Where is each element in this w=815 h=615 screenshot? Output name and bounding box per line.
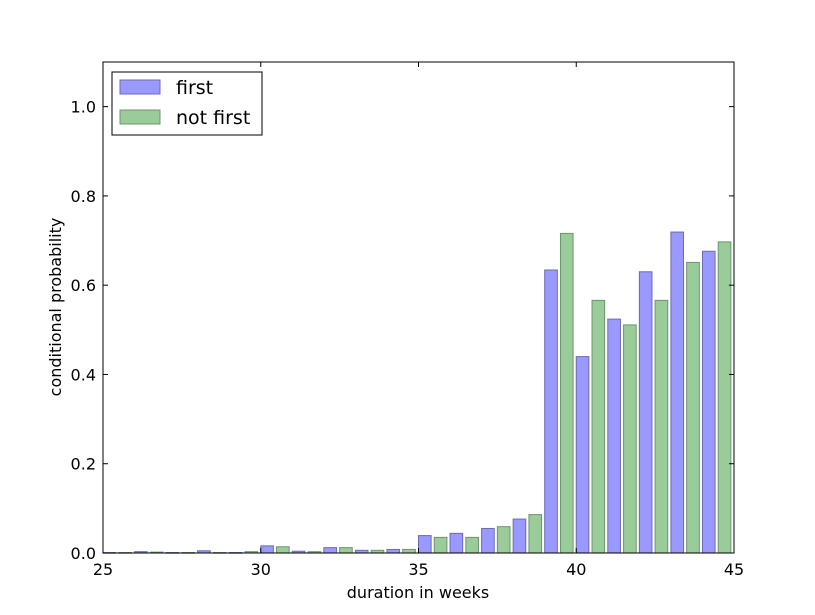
bar-first (575, 356, 590, 554)
bar-first (638, 271, 653, 554)
bar-first (607, 318, 621, 554)
y-tick-label: 0.8 (71, 187, 96, 206)
bar-not-first (623, 324, 637, 554)
bar-not-first (717, 241, 732, 554)
y-tick-label: 0.0 (71, 544, 96, 563)
bar-not-first (686, 261, 700, 554)
y-axis-label: conditional probability (46, 218, 65, 397)
bar-first (260, 545, 274, 554)
bar-not-first (433, 536, 448, 554)
bar-first (701, 250, 716, 554)
bar-first (481, 527, 495, 554)
bar-first (323, 547, 337, 554)
legend-swatch-not-first (119, 109, 161, 125)
legend-label-not-first: not first (176, 107, 250, 129)
bar-first (670, 231, 685, 554)
x-tick-label: 40 (566, 560, 586, 579)
legend-label-first: first (176, 77, 213, 99)
bar-not-first (528, 514, 543, 554)
bar-not-first (591, 299, 606, 554)
bar-first (386, 548, 401, 554)
y-tick-label: 0.2 (71, 455, 96, 474)
x-tick-label: 45 (724, 560, 744, 579)
x-tick-label: 35 (408, 560, 428, 579)
bar-not-first (496, 526, 511, 554)
bar-first (449, 532, 464, 554)
x-tick-label: 30 (251, 560, 271, 579)
bar-not-first (654, 299, 669, 554)
y-tick-label: 0.4 (71, 365, 96, 384)
bar-not-first (276, 546, 290, 554)
legend-swatch-first (119, 79, 161, 95)
x-axis-label: duration in weeks (347, 583, 489, 602)
y-tick-label: 0.6 (71, 276, 96, 295)
bar-first (544, 269, 558, 554)
bar-not-first (559, 232, 574, 554)
bar-first (418, 535, 432, 554)
bar-not-first (339, 547, 353, 554)
y-tick-label: 1.0 (71, 98, 96, 117)
x-tick-label: 25 (93, 560, 113, 579)
legend: first not first (111, 71, 263, 136)
bar-not-first (465, 536, 479, 554)
bar-first (512, 518, 527, 554)
bar-not-first (402, 548, 416, 554)
